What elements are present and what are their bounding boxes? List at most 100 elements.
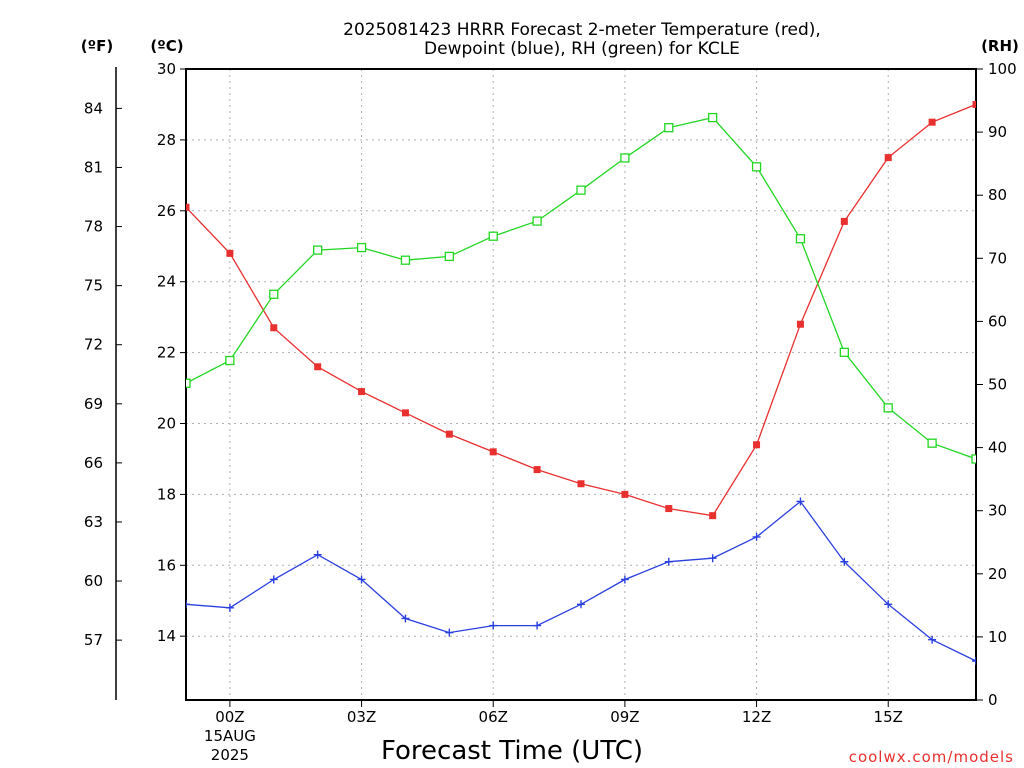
temperature-point: [577, 480, 585, 488]
fahrenheit-tick-label: 63: [84, 513, 103, 531]
rh-tick-label: 100: [988, 60, 1017, 78]
temperature-point: [270, 324, 278, 332]
rh-point: [225, 355, 235, 366]
temperature-point: [709, 512, 717, 520]
dewpoint-point: [840, 557, 849, 566]
rh-tick-label: 40: [988, 439, 1007, 457]
celsius-tick-label: 22: [157, 344, 176, 362]
dewpoint-point: [664, 557, 673, 566]
temperature-point: [314, 363, 322, 371]
dewpoint-point: [972, 657, 976, 666]
temperature-point: [840, 217, 848, 225]
temperature-point: [186, 203, 190, 211]
celsius-tick-label: 30: [157, 60, 176, 78]
rh-point: [620, 153, 630, 163]
temperature-point: [226, 249, 234, 257]
rh-point: [186, 378, 191, 388]
x-axis-label: Forecast Time (UTC): [381, 736, 643, 766]
series-layer: [186, 100, 976, 666]
fahrenheit-tick-label: 66: [84, 454, 103, 472]
temperature-point: [445, 430, 453, 438]
rh-point: [927, 438, 937, 448]
x-tick-label: 12Z: [742, 708, 771, 726]
dewpoint-point: [401, 614, 410, 623]
temperature-point: [489, 448, 497, 456]
fahrenheit-tick-label: 84: [84, 99, 103, 117]
fahrenheit-tick-label: 57: [84, 631, 103, 649]
dewpoint-point: [186, 600, 190, 609]
dewpoint-point: [533, 621, 542, 630]
rh-point: [708, 112, 718, 123]
dewpoint-point: [489, 621, 498, 630]
dewpoint-point: [620, 575, 629, 584]
fahrenheit-tick-label: 69: [84, 395, 103, 413]
temperature-point: [401, 409, 409, 417]
rh-tick-label: 80: [988, 186, 1007, 204]
rh-tick-label: 0: [988, 691, 998, 709]
fahrenheit-tick-label: 81: [84, 158, 103, 176]
temperature-point: [753, 441, 761, 449]
temperature-point: [358, 388, 366, 396]
rh-point: [751, 162, 762, 172]
rh-point: [839, 347, 849, 357]
x-tick-label: 09Z: [610, 708, 639, 726]
rh-tick-label: 60: [988, 312, 1007, 330]
temperature-point: [621, 490, 629, 498]
temperature-point: [928, 118, 936, 126]
rh-point: [488, 231, 498, 241]
temperature-point: [972, 100, 976, 108]
fahrenheit-tick-label: 75: [84, 277, 103, 295]
dewpoint-point: [313, 550, 322, 559]
celsius-tick-label: 24: [157, 273, 176, 291]
temperature-point: [884, 154, 892, 162]
rh-point: [971, 454, 976, 464]
rh-tick-label: 70: [988, 249, 1007, 267]
rh-point: [883, 403, 893, 413]
x-tick-label: 03Z: [347, 708, 376, 726]
series-group: [186, 100, 976, 666]
x-tick-label: 00Z: [215, 708, 244, 726]
fahrenheit-tick-label: 72: [84, 336, 103, 354]
credit-text: coolwx.com/models: [849, 748, 1014, 766]
x-tick-label: 06Z: [479, 708, 508, 726]
rh-point: [795, 234, 806, 244]
celsius-tick-label: 18: [157, 485, 176, 503]
rh-unit-label: (RH): [981, 37, 1019, 55]
x-tick-date: 15AUG: [204, 727, 256, 745]
dewpoint-point: [357, 575, 366, 584]
rh-tick-label: 20: [988, 565, 1007, 583]
rh-tick-label: 30: [988, 502, 1007, 520]
dewpoint-point: [269, 575, 278, 584]
dewpoint-point: [708, 554, 717, 563]
dewpoint-point: [225, 603, 234, 612]
temperature-point: [533, 466, 541, 474]
rh-point: [532, 216, 542, 226]
rh-point: [356, 242, 367, 253]
x-tick-year: 2025: [211, 746, 249, 764]
fahrenheit-unit-label: (ºF): [81, 37, 113, 55]
celsius-tick-label: 20: [157, 414, 176, 432]
temperature-point: [665, 505, 673, 513]
rh-tick-label: 10: [988, 628, 1007, 646]
rh-point: [269, 289, 279, 299]
celsius-tick-label: 26: [157, 202, 176, 220]
fahrenheit-tick-label: 60: [84, 572, 103, 590]
rh-point: [313, 245, 323, 255]
rh-point: [664, 123, 674, 133]
celsius-tick-label: 16: [157, 556, 176, 574]
rh-point: [576, 185, 586, 195]
dewpoint-point: [445, 628, 454, 637]
dewpoint-point: [928, 635, 937, 644]
rh-point: [400, 255, 411, 265]
dewpoint-point: [577, 600, 585, 609]
rh-tick-label: 50: [988, 376, 1007, 394]
x-tick-label: 15Z: [874, 708, 903, 726]
chart-title-line-1: 2025081423 HRRR Forecast 2-meter Tempera…: [343, 20, 821, 40]
celsius-unit-label: (ºC): [150, 37, 183, 55]
rh-tick-label: 90: [988, 123, 1007, 141]
temperature-point: [796, 320, 804, 328]
celsius-tick-label: 28: [157, 131, 176, 149]
